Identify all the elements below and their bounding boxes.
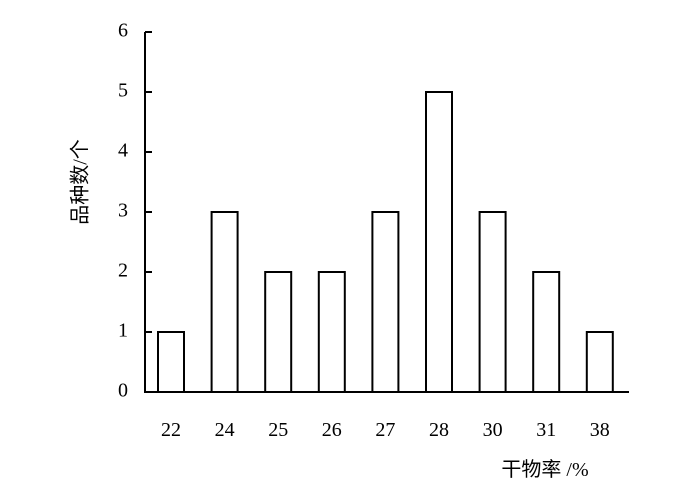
x-axis-title: 干物率 /% bbox=[501, 458, 588, 481]
bar-22 bbox=[157, 331, 185, 393]
y-tick-label: 5 bbox=[118, 80, 128, 102]
bar-31 bbox=[532, 271, 561, 393]
y-tick-label: 3 bbox=[118, 200, 128, 222]
y-axis-title: 品种数/个 bbox=[69, 139, 92, 225]
x-tick-label: 27 bbox=[375, 419, 395, 441]
bar-24 bbox=[210, 211, 239, 393]
x-tick-label: 25 bbox=[268, 419, 288, 441]
x-tick-label: 30 bbox=[483, 419, 503, 441]
bar-25 bbox=[264, 271, 293, 393]
bar-38 bbox=[585, 331, 614, 393]
y-tick-label: 4 bbox=[118, 140, 128, 162]
y-tick-label: 0 bbox=[118, 380, 128, 402]
x-tick-label: 26 bbox=[322, 419, 342, 441]
bars-group bbox=[157, 91, 614, 393]
y-ticks-group: 0 1 2 3 4 5 6 bbox=[118, 20, 152, 402]
x-tick-label: 28 bbox=[429, 419, 449, 441]
bar-30 bbox=[478, 211, 507, 393]
y-tick-label: 1 bbox=[118, 320, 128, 342]
bar-27 bbox=[371, 211, 400, 393]
x-tick-label: 22 bbox=[161, 419, 181, 441]
x-tick-labels-group: 22 24 25 26 27 28 30 31 38 bbox=[161, 419, 610, 441]
bar-28 bbox=[425, 91, 453, 393]
bar-26 bbox=[317, 271, 346, 393]
y-tick-label: 6 bbox=[118, 20, 128, 42]
x-tick-label: 38 bbox=[590, 419, 610, 441]
y-tick-label: 2 bbox=[118, 260, 128, 282]
x-tick-label: 24 bbox=[215, 419, 235, 441]
x-tick-label: 31 bbox=[536, 419, 556, 441]
